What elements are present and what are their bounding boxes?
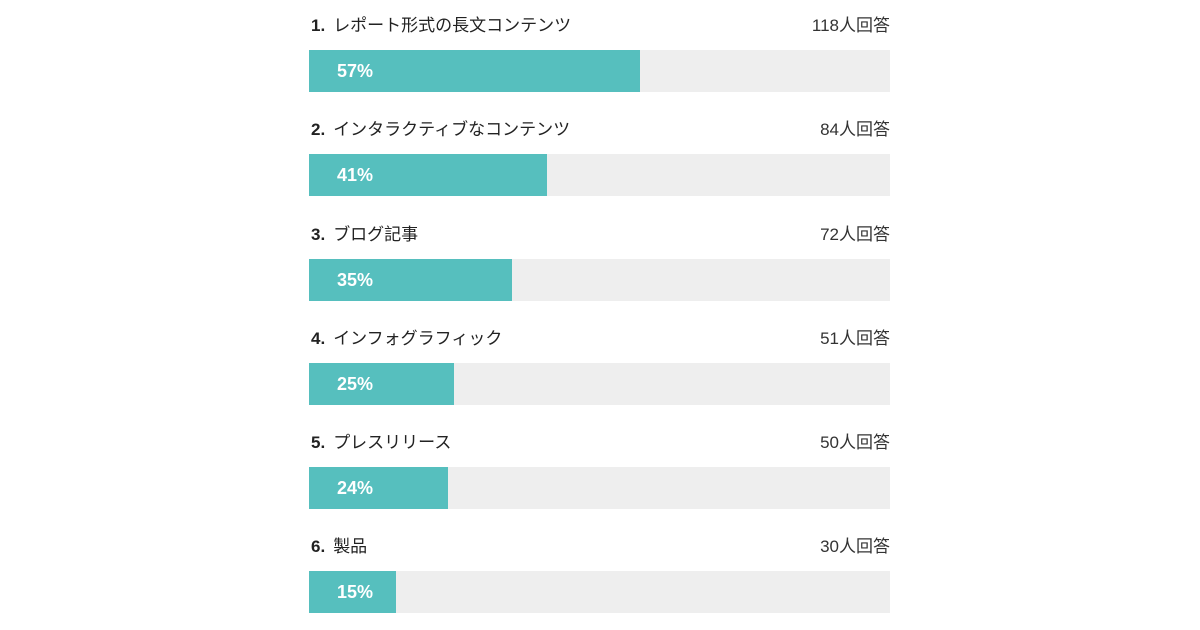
bar-label: 5. プレスリリース — [311, 431, 451, 455]
bar-track: 24% — [309, 467, 890, 509]
bar-row: 5. プレスリリース 50人回答 24% — [309, 431, 890, 511]
category-label: インフォグラフィック — [333, 329, 503, 348]
rank-number: 2. — [311, 120, 326, 139]
bar-label: 4. インフォグラフィック — [311, 327, 502, 351]
category-label: プレスリリース — [333, 433, 452, 452]
rank-number: 5. — [311, 433, 326, 452]
response-count: 30人回答 — [820, 537, 890, 556]
bar-fill — [309, 363, 455, 405]
bar-row: 2. インタラクティブなコンテンツ 84人回答 41% — [309, 118, 890, 198]
response-count: 118人回答 — [811, 16, 890, 35]
percent-label: 24% — [337, 478, 374, 498]
response-count: 84人回答 — [820, 120, 890, 139]
response-count: 72人回答 — [820, 225, 890, 244]
bar-row: 3. ブログ記事 72人回答 35% — [309, 223, 890, 303]
bar-fill — [309, 467, 449, 509]
rank-number: 4. — [311, 329, 326, 348]
bar-fill — [309, 571, 397, 613]
percent-label: 15% — [337, 582, 374, 602]
bar-row: 1. レポート形式の長文コンテンツ 118人回答 57% — [309, 14, 890, 94]
category-label: インタラクティブなコンテンツ — [333, 120, 571, 139]
bar-track: 15% — [309, 571, 890, 613]
percent-label: 57% — [337, 61, 374, 81]
bar-label: 3. ブログ記事 — [311, 223, 418, 247]
percent-label: 35% — [337, 270, 374, 290]
response-count: 50人回答 — [820, 433, 890, 452]
rank-number: 6. — [311, 537, 326, 556]
bar-track: 25% — [309, 363, 890, 405]
bar-track: 35% — [309, 259, 890, 301]
percent-label: 41% — [337, 165, 374, 185]
bar-track: 57% — [309, 50, 890, 92]
bar-fill — [309, 50, 641, 92]
bar-label: 6. 製品 — [311, 535, 367, 559]
bar-fill — [309, 259, 513, 301]
category-label: 製品 — [333, 537, 368, 556]
bar-label: 1. レポート形式の長文コンテンツ — [311, 14, 571, 38]
bar-row: 4. インフォグラフィック 51人回答 25% — [309, 327, 890, 407]
bar-fill — [309, 154, 548, 196]
bar-label: 2. インタラクティブなコンテンツ — [311, 118, 570, 142]
bar-track: 41% — [309, 154, 890, 196]
bar-row: 6. 製品 30人回答 15% — [309, 535, 890, 615]
rank-number: 3. — [311, 225, 326, 244]
percent-label: 25% — [337, 374, 374, 394]
category-label: ブログ記事 — [333, 225, 419, 244]
category-label: レポート形式の長文コンテンツ — [333, 16, 572, 35]
rank-number: 1. — [311, 16, 326, 35]
response-count: 51人回答 — [820, 329, 890, 348]
